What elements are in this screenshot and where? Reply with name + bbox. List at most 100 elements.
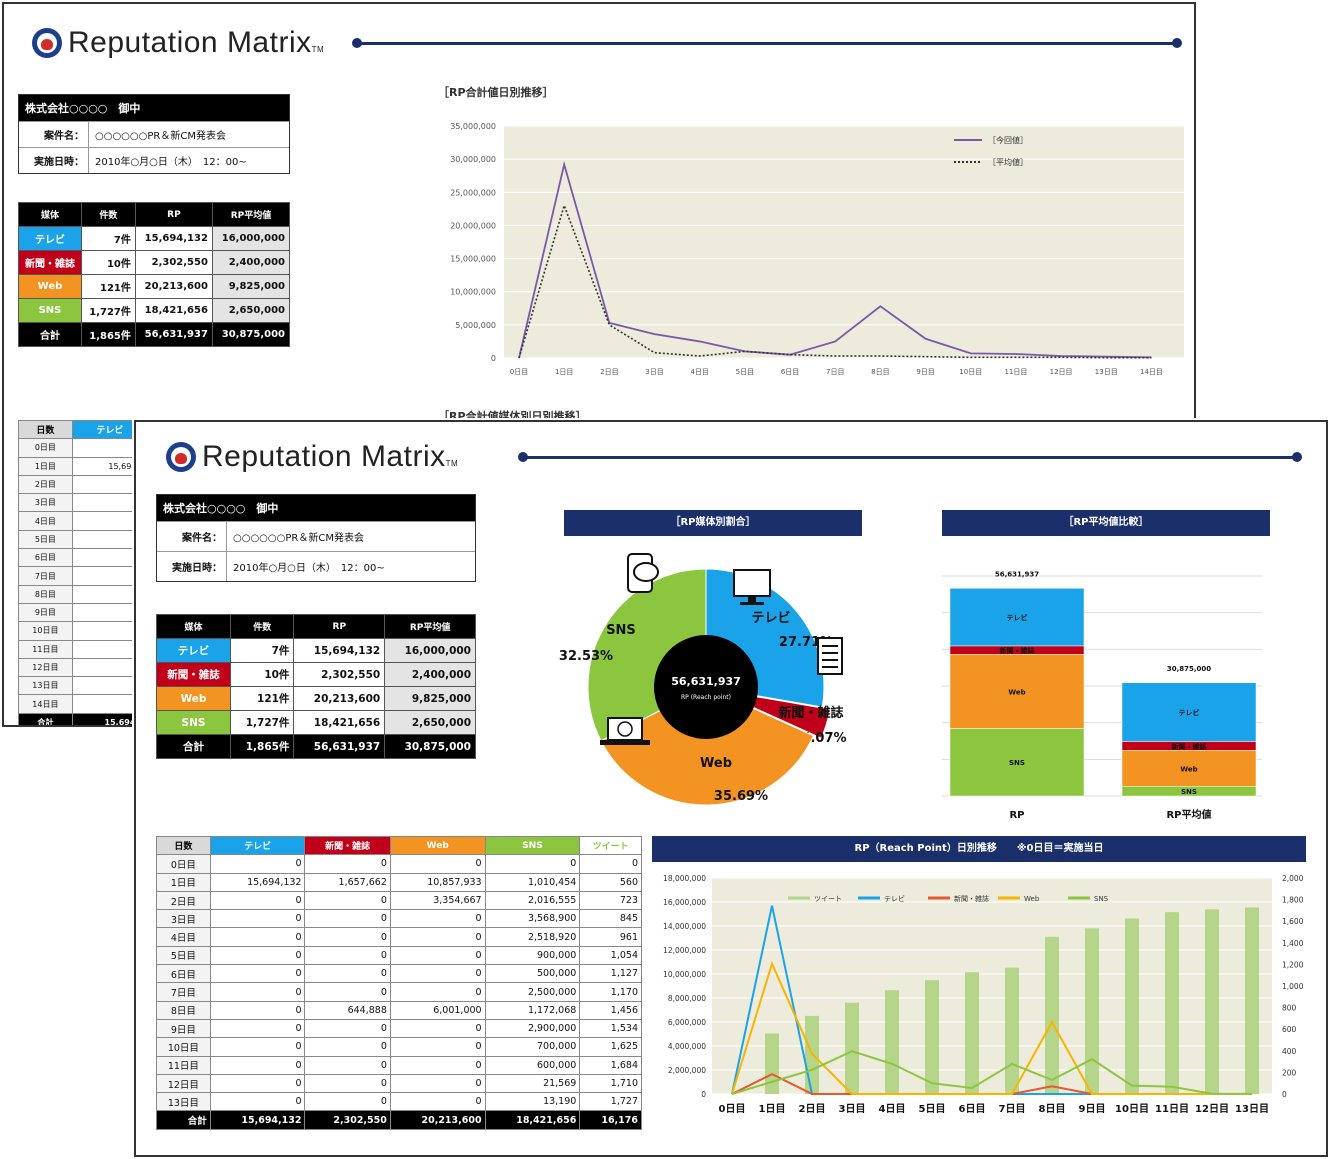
report-sheet-back: Reputation MatrixTM 株式会社○○○○ 御中 案件名： ○○○○… xyxy=(2,2,1196,727)
daily-day-cell: 0日目 xyxy=(156,854,211,874)
tweet-bar xyxy=(1205,909,1219,1094)
y-tick-label: 6,000,000 xyxy=(668,1018,706,1027)
daily-row: 3日目 xyxy=(18,493,149,513)
daily-day-cell: 8日目 xyxy=(156,1000,211,1020)
x-tick-label: 8日目 xyxy=(1039,1103,1066,1115)
x-tick-label: 0日目 xyxy=(719,1103,746,1115)
daily-header-row: 日数 テレビ 新聞・雑誌 Web SNS ツイート xyxy=(156,835,642,856)
daily-value-cell: 0 xyxy=(209,909,306,929)
daily-row: 4日目 xyxy=(18,511,149,531)
daily-value-cell: 961 xyxy=(579,927,642,947)
summary-row: テレビ 7件 15,694,132 16,000,000 xyxy=(18,226,291,251)
daily-day-cell: 5日目 xyxy=(156,945,211,966)
daily-value-cell: 10,857,933 xyxy=(389,872,486,892)
daily-row: 10日目 0 0 0 700,000 1,625 xyxy=(156,1037,642,1057)
daily-value-cell: 1,456 xyxy=(579,1000,642,1020)
daily-value-cell: 3,568,900 xyxy=(484,909,581,929)
summary-media-cell: テレビ xyxy=(156,638,231,663)
daily-value-cell: 0 xyxy=(209,1018,306,1039)
media-share-pie-chart: テレビ27.71%新聞・雑誌4.07%Web35.69%SNS32.53%56,… xyxy=(559,553,847,806)
daily-row: 7日目 0 0 0 2,500,000 1,170 xyxy=(156,982,642,1002)
daily-row: 2日目 0 0 3,354,667 2,016,555 723 xyxy=(156,890,642,911)
y-tick-label: 15,000,000 xyxy=(450,255,496,264)
summary-header-cell: RP平均値 xyxy=(384,614,476,639)
y-tick-label: 35,000,000 xyxy=(450,122,496,131)
tweet-bar xyxy=(1125,918,1139,1094)
summary-media-cell: 新聞・雑誌 xyxy=(18,250,82,275)
summary-media-cell: テレビ xyxy=(18,226,82,251)
summary-count-cell: 10件 xyxy=(229,662,295,687)
daily-value-cell: 0 xyxy=(304,964,391,984)
segment-label: SNS xyxy=(1181,788,1197,796)
daily-header-cell: ツイート xyxy=(579,835,642,856)
y-tick-label: 8,000,000 xyxy=(668,994,706,1003)
date-label: 実施日時： xyxy=(19,148,89,173)
daily-row: 5日目 0 0 0 900,000 1,054 xyxy=(156,945,642,966)
summary-table: 媒体 件数 RP RP平均値 テレビ 7件 15,694,132 16,000,000 新聞・雑… xyxy=(156,614,476,759)
daily-row: 11日目 0 0 0 600,000 1,684 xyxy=(156,1055,642,1075)
daily-value-cell: 1,625 xyxy=(579,1037,642,1057)
client-name: 株式会社○○○○ 御中 xyxy=(19,95,289,121)
daily-value-cell: 0 xyxy=(304,1037,391,1057)
summary-count-cell: 7件 xyxy=(229,638,295,663)
x-tick-label: 13日目 xyxy=(1095,368,1118,376)
header-rule xyxy=(518,452,1302,462)
daily-value-cell: 6,001,000 xyxy=(389,1000,486,1020)
daily-day-cell: 5日目 xyxy=(18,529,73,550)
y-tick-label: 0 xyxy=(491,354,496,363)
x-tick-label: 13日目 xyxy=(1235,1103,1269,1115)
daily-row: 13日目 0 0 0 13,190 1,727 xyxy=(156,1092,642,1112)
summary-media-cell: Web xyxy=(156,686,231,711)
daily-header-cell: 日数 xyxy=(156,835,211,856)
summary-rp-cell: 20,213,600 xyxy=(293,686,386,711)
daily-value-cell: 0 xyxy=(209,854,306,874)
daily-value-cell: 845 xyxy=(579,909,642,929)
x-tick-label: 10日目 xyxy=(959,368,982,376)
brand-name: Reputation MatrixTM xyxy=(202,440,459,473)
summary-avg-cell: 2,650,000 xyxy=(211,298,291,323)
legend-label: 新聞・雑誌 xyxy=(954,894,989,903)
segment-label: 新聞・雑誌 xyxy=(1000,646,1035,655)
daily-value-cell: 0 xyxy=(304,945,391,966)
daily-day-cell: 7日目 xyxy=(156,982,211,1002)
summary-total-row: 合計 1,865件 56,631,937 30,875,000 xyxy=(18,322,291,347)
total-rp-line-chart: 0 5,000,000 10,000,000 15,000,000 20,000,000… xyxy=(450,122,1184,376)
daily-total-cell: 18,421,656 xyxy=(484,1110,581,1130)
y-tick-label: 0 xyxy=(701,1090,706,1099)
daily-value-cell: 0 xyxy=(209,1000,306,1020)
summary-total-row: 合計 1,865件 56,631,937 30,875,000 xyxy=(156,734,476,759)
x-tick-label: 7日目 xyxy=(826,368,844,376)
trend-chart-title: RP（Reach Point）日別推移 ※0日目＝実施当日 xyxy=(652,836,1306,862)
daily-value-cell: 15,694,132 xyxy=(209,872,306,892)
summary-table: 媒体 件数 RP RP平均値 テレビ 7件 15,694,132 16,000,000 新聞・雑… xyxy=(18,202,291,347)
summary-media-cell: Web xyxy=(18,274,82,299)
summary-header-cell: RP xyxy=(293,614,386,639)
tweet-bar xyxy=(1245,907,1259,1094)
project-label: 案件名： xyxy=(19,122,89,147)
daily-day-cell: 11日目 xyxy=(18,639,73,659)
daily-value-cell: 0 xyxy=(209,964,306,984)
daily-row: 9日目 xyxy=(18,602,149,623)
client-info-box: 株式会社○○○○ 御中 案件名： ○○○○○○PR＆新CM発表会 実施日時： 201… xyxy=(18,94,290,174)
daily-value-cell: 2,900,000 xyxy=(484,1018,581,1039)
daily-value-cell: 0 xyxy=(304,909,391,929)
daily-value-cell: 0 xyxy=(304,927,391,947)
daily-value-cell: 900,000 xyxy=(484,945,581,966)
daily-value-cell: 0 xyxy=(209,945,306,966)
daily-value-cell: 0 xyxy=(304,982,391,1002)
project-value: ○○○○○○PR＆新CM発表会 xyxy=(233,533,364,544)
summary-row: SNS 1,727件 18,421,656 2,650,000 xyxy=(156,710,476,735)
daily-value-cell: 500,000 xyxy=(484,964,581,984)
newspaper-icon xyxy=(817,637,843,675)
line-chart-title: ［RP合計値日別推移］ xyxy=(438,86,554,99)
y-tick-label: 4,000,000 xyxy=(668,1042,706,1051)
daily-day-cell: 3日目 xyxy=(18,493,73,513)
daily-header-cell: 日数 xyxy=(18,419,73,440)
tv-icon xyxy=(733,569,771,605)
x-tick-label: 4日目 xyxy=(690,368,708,376)
daily-row: 2日目 xyxy=(18,474,149,495)
daily-row: 13日目 xyxy=(18,676,149,696)
slice-pct-label: 4.07% xyxy=(801,731,846,746)
x-tick-label: 1日目 xyxy=(555,368,573,376)
y-tick-label: 10,000,000 xyxy=(663,970,706,979)
